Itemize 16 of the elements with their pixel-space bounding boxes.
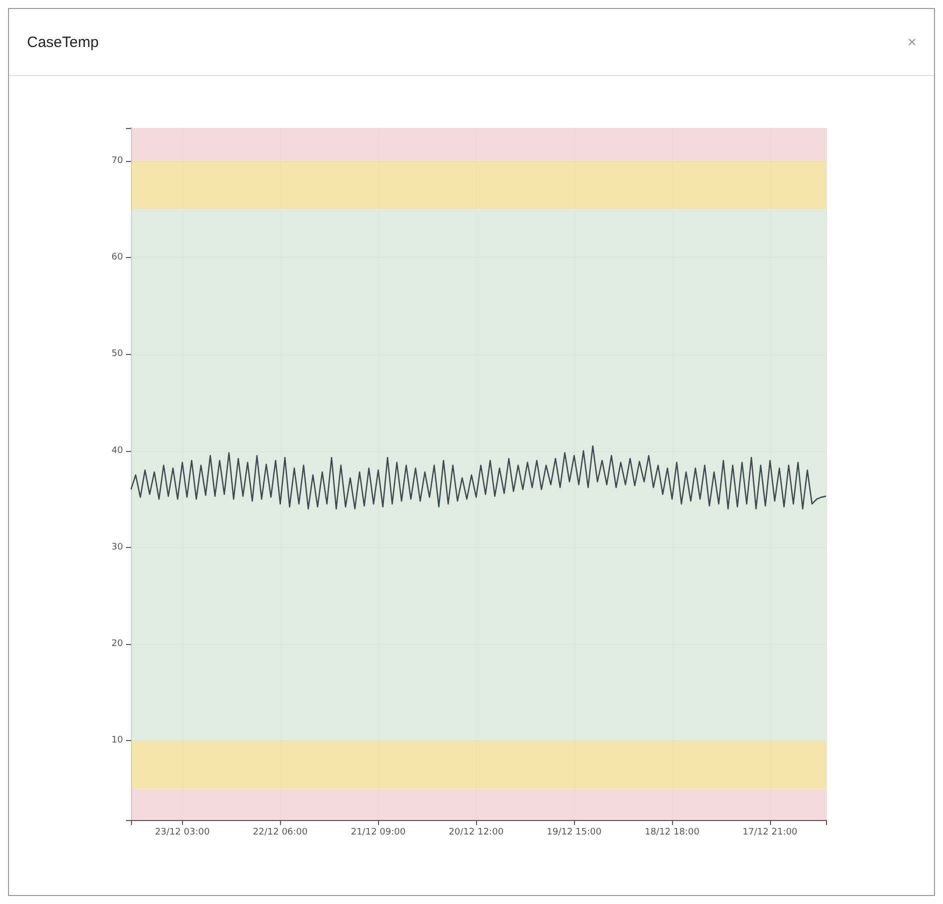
y-tick-label: 20 [112, 639, 124, 650]
x-tick-label: 23/12 03:00 [154, 828, 210, 838]
y-tick-label: 10 [112, 736, 124, 746]
x-tick-label: 20/12 12:00 [448, 828, 504, 838]
y-tick-label: 30 [112, 542, 124, 552]
y-tick-label: 60 [112, 252, 124, 263]
x-tick-label: 21/12 09:00 [350, 828, 406, 838]
chart-title: CaseTemp [27, 34, 99, 50]
y-tick-label: 70 [112, 156, 124, 166]
x-tick-label: 18/12 18:00 [644, 828, 700, 838]
y-tick-label: 40 [112, 446, 124, 456]
y-tick-label: 50 [112, 349, 124, 360]
line-series [130, 445, 827, 510]
x-tick-label: 19/12 15:00 [546, 828, 602, 838]
x-tick-label: 22/12 06:00 [252, 828, 308, 838]
x-tick-label: 17/12 21:00 [742, 828, 798, 838]
